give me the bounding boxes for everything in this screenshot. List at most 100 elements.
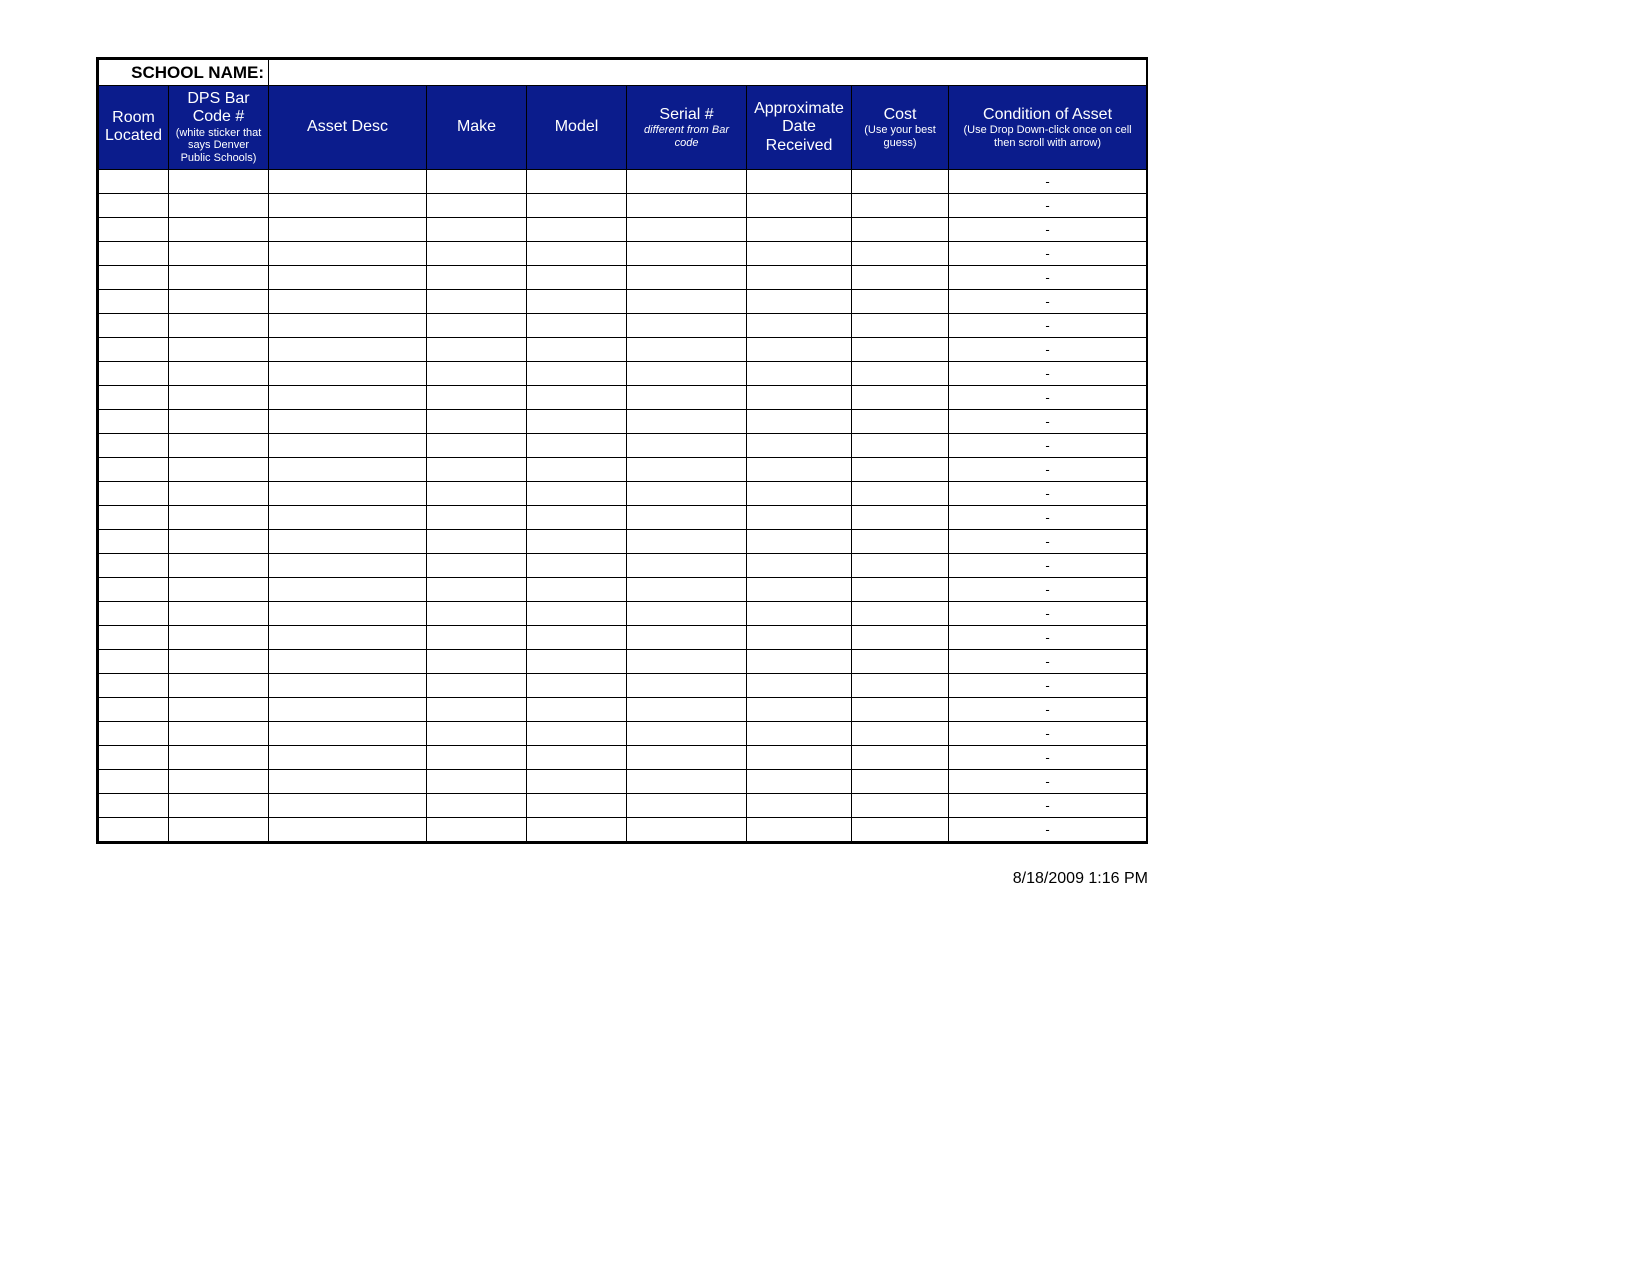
- cell-room[interactable]: [99, 289, 169, 313]
- cell-model[interactable]: [527, 793, 627, 817]
- cell-cost[interactable]: [852, 769, 949, 793]
- cell-room[interactable]: [99, 769, 169, 793]
- cell-date[interactable]: [747, 481, 852, 505]
- condition-dropdown-cell[interactable]: -: [949, 721, 1147, 745]
- condition-dropdown-cell[interactable]: -: [949, 337, 1147, 361]
- condition-dropdown-cell[interactable]: -: [949, 361, 1147, 385]
- cell-cost[interactable]: [852, 193, 949, 217]
- cell-model[interactable]: [527, 529, 627, 553]
- cell-desc[interactable]: [269, 217, 427, 241]
- cell-desc[interactable]: [269, 769, 427, 793]
- cell-serial[interactable]: [627, 481, 747, 505]
- cell-serial[interactable]: [627, 265, 747, 289]
- cell-date[interactable]: [747, 433, 852, 457]
- cell-make[interactable]: [427, 577, 527, 601]
- cell-date[interactable]: [747, 313, 852, 337]
- cell-date[interactable]: [747, 529, 852, 553]
- cell-make[interactable]: [427, 529, 527, 553]
- cell-serial[interactable]: [627, 601, 747, 625]
- cell-date[interactable]: [747, 385, 852, 409]
- cell-desc[interactable]: [269, 601, 427, 625]
- cell-model[interactable]: [527, 265, 627, 289]
- cell-barcode[interactable]: [169, 673, 269, 697]
- cell-serial[interactable]: [627, 769, 747, 793]
- cell-date[interactable]: [747, 673, 852, 697]
- cell-make[interactable]: [427, 697, 527, 721]
- cell-barcode[interactable]: [169, 697, 269, 721]
- condition-dropdown-cell[interactable]: -: [949, 265, 1147, 289]
- cell-barcode[interactable]: [169, 193, 269, 217]
- condition-dropdown-cell[interactable]: -: [949, 481, 1147, 505]
- cell-barcode[interactable]: [169, 649, 269, 673]
- cell-make[interactable]: [427, 457, 527, 481]
- cell-room[interactable]: [99, 169, 169, 193]
- cell-make[interactable]: [427, 817, 527, 841]
- cell-room[interactable]: [99, 793, 169, 817]
- condition-dropdown-cell[interactable]: -: [949, 649, 1147, 673]
- school-name-input[interactable]: [269, 60, 1147, 86]
- cell-room[interactable]: [99, 553, 169, 577]
- cell-desc[interactable]: [269, 745, 427, 769]
- cell-desc[interactable]: [269, 649, 427, 673]
- cell-cost[interactable]: [852, 745, 949, 769]
- condition-dropdown-cell[interactable]: -: [949, 457, 1147, 481]
- cell-room[interactable]: [99, 361, 169, 385]
- cell-room[interactable]: [99, 649, 169, 673]
- cell-make[interactable]: [427, 337, 527, 361]
- cell-room[interactable]: [99, 385, 169, 409]
- cell-cost[interactable]: [852, 289, 949, 313]
- cell-cost[interactable]: [852, 673, 949, 697]
- cell-model[interactable]: [527, 481, 627, 505]
- condition-dropdown-cell[interactable]: -: [949, 577, 1147, 601]
- cell-desc[interactable]: [269, 817, 427, 841]
- cell-date[interactable]: [747, 193, 852, 217]
- cell-make[interactable]: [427, 265, 527, 289]
- cell-make[interactable]: [427, 313, 527, 337]
- cell-room[interactable]: [99, 241, 169, 265]
- cell-desc[interactable]: [269, 505, 427, 529]
- cell-date[interactable]: [747, 745, 852, 769]
- condition-dropdown-cell[interactable]: -: [949, 193, 1147, 217]
- cell-cost[interactable]: [852, 529, 949, 553]
- cell-room[interactable]: [99, 217, 169, 241]
- cell-make[interactable]: [427, 505, 527, 529]
- cell-barcode[interactable]: [169, 241, 269, 265]
- cell-cost[interactable]: [852, 241, 949, 265]
- cell-serial[interactable]: [627, 337, 747, 361]
- cell-model[interactable]: [527, 577, 627, 601]
- cell-barcode[interactable]: [169, 793, 269, 817]
- cell-model[interactable]: [527, 505, 627, 529]
- condition-dropdown-cell[interactable]: -: [949, 217, 1147, 241]
- condition-dropdown-cell[interactable]: -: [949, 385, 1147, 409]
- cell-model[interactable]: [527, 457, 627, 481]
- cell-date[interactable]: [747, 289, 852, 313]
- cell-serial[interactable]: [627, 649, 747, 673]
- cell-barcode[interactable]: [169, 313, 269, 337]
- cell-barcode[interactable]: [169, 481, 269, 505]
- cell-room[interactable]: [99, 673, 169, 697]
- cell-cost[interactable]: [852, 361, 949, 385]
- cell-desc[interactable]: [269, 169, 427, 193]
- condition-dropdown-cell[interactable]: -: [949, 769, 1147, 793]
- cell-make[interactable]: [427, 433, 527, 457]
- cell-model[interactable]: [527, 361, 627, 385]
- cell-barcode[interactable]: [169, 769, 269, 793]
- cell-desc[interactable]: [269, 625, 427, 649]
- cell-serial[interactable]: [627, 289, 747, 313]
- cell-date[interactable]: [747, 697, 852, 721]
- cell-desc[interactable]: [269, 313, 427, 337]
- cell-date[interactable]: [747, 769, 852, 793]
- condition-dropdown-cell[interactable]: -: [949, 313, 1147, 337]
- cell-cost[interactable]: [852, 553, 949, 577]
- condition-dropdown-cell[interactable]: -: [949, 505, 1147, 529]
- cell-barcode[interactable]: [169, 433, 269, 457]
- cell-desc[interactable]: [269, 697, 427, 721]
- cell-cost[interactable]: [852, 793, 949, 817]
- cell-model[interactable]: [527, 649, 627, 673]
- cell-barcode[interactable]: [169, 505, 269, 529]
- cell-cost[interactable]: [852, 817, 949, 841]
- condition-dropdown-cell[interactable]: -: [949, 409, 1147, 433]
- cell-date[interactable]: [747, 721, 852, 745]
- cell-serial[interactable]: [627, 793, 747, 817]
- cell-barcode[interactable]: [169, 169, 269, 193]
